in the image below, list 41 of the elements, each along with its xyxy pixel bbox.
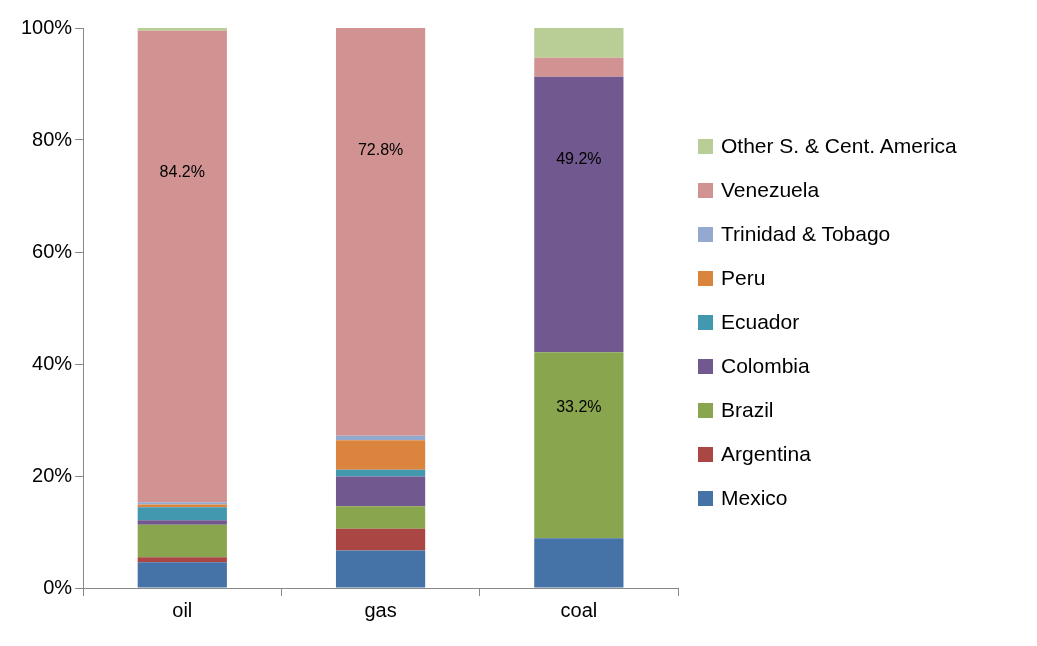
bar	[335, 28, 426, 436]
legend-label: Trinidad & Tobago	[721, 222, 891, 246]
bar	[137, 28, 227, 31]
bar	[335, 476, 426, 507]
bar	[534, 76, 624, 353]
bar	[534, 352, 624, 539]
bar	[534, 57, 624, 77]
bar	[335, 506, 426, 529]
data-label: 84.2%	[159, 162, 205, 180]
legend-label: Venezuela	[721, 178, 820, 202]
legend-label: Brazil	[721, 398, 774, 422]
x-tick-label: oil	[172, 598, 193, 621]
y-tick-label: 0%	[43, 575, 73, 598]
data-label: 33.2%	[556, 398, 602, 416]
bar	[137, 520, 227, 525]
bar	[137, 557, 227, 563]
bar	[137, 507, 227, 521]
x-tick-label: coal	[560, 598, 598, 621]
bar	[335, 550, 426, 588]
legend-label: Other S. & Cent. America	[721, 134, 957, 158]
y-tick-label: 100%	[21, 15, 73, 38]
legend-label: Ecuador	[721, 310, 800, 334]
bar	[137, 524, 227, 558]
legend-label: Colombia	[721, 354, 810, 378]
data-label: 49.2%	[556, 149, 602, 167]
y-tick-label: 40%	[32, 351, 73, 374]
y-tick-label: 20%	[32, 463, 73, 486]
bar	[335, 440, 426, 470]
bar	[534, 28, 624, 58]
bar	[137, 30, 227, 503]
bar	[534, 538, 624, 588]
bar	[335, 528, 426, 551]
y-tick-label: 60%	[32, 239, 73, 262]
y-tick-label: 80%	[32, 127, 73, 150]
legend-label: Mexico	[721, 486, 788, 510]
bar	[137, 562, 227, 588]
bar	[335, 469, 426, 477]
legend-label: Argentina	[721, 442, 811, 466]
data-label: 72.8%	[357, 140, 404, 158]
x-tick-label: gas	[364, 598, 397, 621]
legend-label: Peru	[721, 266, 766, 290]
